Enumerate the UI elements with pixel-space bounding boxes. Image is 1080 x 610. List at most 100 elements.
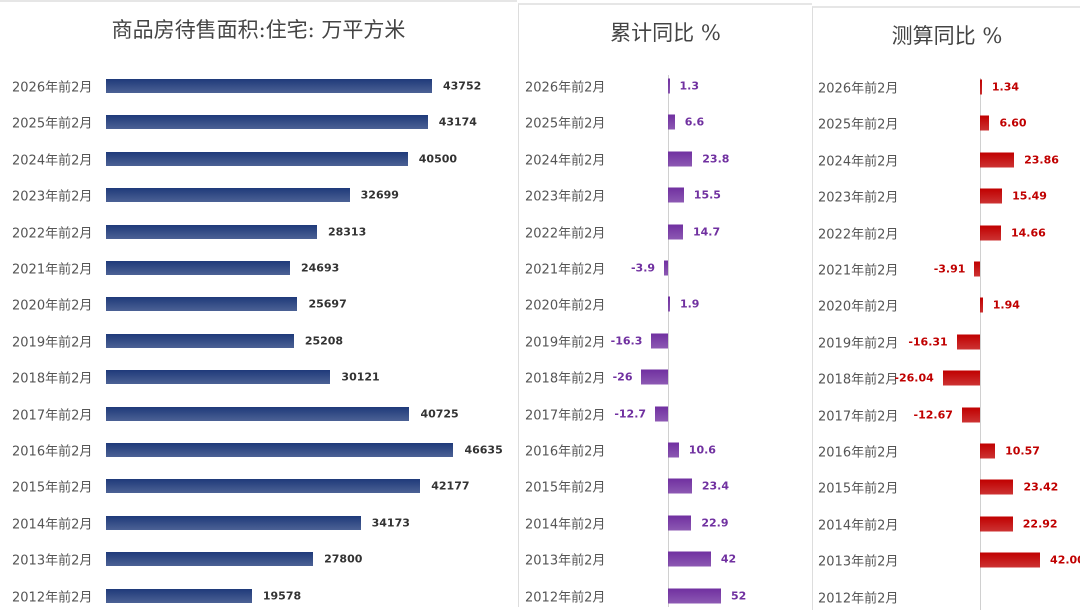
data-label: 40500: [418, 152, 458, 166]
bar: [106, 588, 252, 603]
category-label: 2013年前2月: [525, 553, 606, 569]
bar: [980, 552, 1041, 568]
bar: [651, 333, 668, 349]
data-label: -12.67: [913, 408, 953, 422]
data-label: 10.6: [688, 443, 716, 457]
bar: [106, 333, 294, 348]
bar: [980, 516, 1013, 532]
bar: [106, 151, 408, 166]
bar: [980, 115, 990, 131]
data-label: 14.7: [692, 225, 721, 239]
category-label: 2017年前2月: [818, 409, 899, 425]
category-label: 2014年前2月: [525, 517, 606, 533]
data-label: 40725: [420, 407, 459, 421]
bar: [106, 479, 421, 494]
data-label: 22.92: [1022, 517, 1058, 531]
category-label: 2012年前2月: [818, 591, 899, 607]
bar: [980, 225, 1001, 241]
bar: [668, 78, 670, 94]
bar: [106, 552, 314, 567]
category-label: 2017年前2月: [12, 408, 93, 424]
category-label: 2016年前2月: [12, 444, 93, 460]
data-label: 10.57: [1005, 444, 1040, 458]
category-label: 2013年前2月: [12, 553, 93, 569]
data-label: 32699: [360, 188, 399, 202]
bar: [980, 152, 1015, 168]
data-label: 34173: [371, 516, 410, 530]
category-label: 2022年前2月: [818, 227, 899, 243]
category-label: 2015年前2月: [818, 481, 899, 497]
bar: [664, 260, 668, 276]
chart-title: 累计同比 %: [610, 21, 721, 45]
category-label: 2012年前2月: [12, 590, 93, 606]
data-label: 27800: [324, 552, 363, 566]
category-label: 2018年前2月: [525, 371, 606, 387]
category-label: 2017年前2月: [525, 408, 606, 424]
data-label: -3.91: [933, 262, 966, 276]
category-label: 2025年前2月: [525, 116, 606, 132]
bar: [106, 188, 350, 203]
zero-axis: [980, 78, 981, 610]
category-label: 2016年前2月: [818, 445, 899, 461]
bar: [668, 442, 679, 458]
category-label: 2018年前2月: [818, 372, 899, 388]
category-label: 2024年前2月: [818, 154, 899, 170]
category-label: 2019年前2月: [818, 336, 899, 352]
category-label: 2022年前2月: [12, 226, 93, 242]
chart-panel-inventory: 商品房待售面积:住宅: 万平方米 2026年前2月 43752 2025年前2月 43…: [0, 0, 517, 606]
zero-axis: [668, 75, 669, 607]
data-label: 15.5: [693, 188, 721, 202]
category-label: 2022年前2月: [525, 226, 606, 242]
bar: [668, 515, 692, 531]
data-label: 1.94: [992, 298, 1020, 312]
data-label: 23.4: [701, 479, 729, 493]
bar: [668, 296, 670, 312]
chart-title: 测算同比 %: [891, 24, 1003, 48]
bar: [974, 261, 980, 277]
data-label: 23.86: [1024, 153, 1059, 167]
data-label: 1.34: [991, 80, 1020, 94]
data-label: 23.42: [1023, 480, 1059, 494]
category-label: 2026年前2月: [525, 80, 606, 96]
data-label: 19578: [262, 589, 302, 603]
data-label: -16.31: [908, 335, 948, 349]
data-label: 6.60: [999, 116, 1027, 130]
bar: [668, 114, 675, 130]
category-label: 2023年前2月: [818, 190, 899, 206]
bar: [106, 115, 428, 130]
bar: [668, 187, 684, 203]
bar: [106, 443, 454, 457]
data-label: 28313: [327, 225, 367, 239]
bar: [655, 406, 668, 422]
category-label: 2023年前2月: [525, 189, 606, 205]
data-label: 43174: [438, 115, 477, 129]
bar: [106, 261, 290, 275]
data-label: 46635: [464, 443, 503, 457]
bar: [106, 370, 331, 385]
data-label: 15.49: [1012, 189, 1047, 203]
bar: [106, 297, 298, 312]
bar: [668, 151, 693, 167]
category-label: 2018年前2月: [12, 371, 93, 387]
bar: [106, 406, 410, 421]
bar: [641, 369, 668, 385]
category-label: 2016年前2月: [525, 444, 606, 460]
data-label: -16.3: [610, 334, 643, 348]
data-label: -26: [612, 370, 633, 384]
data-label: 25208: [304, 334, 344, 348]
data-label: 52: [731, 589, 747, 603]
bar: [668, 224, 683, 240]
category-label: 2026年前2月: [12, 80, 93, 96]
bar: [980, 443, 996, 459]
data-label: 42177: [431, 479, 470, 493]
data-label: -26.04: [894, 371, 934, 385]
category-label: 2012年前2月: [525, 590, 606, 606]
bar: [942, 370, 980, 386]
bar: [668, 478, 692, 494]
chart-title: 商品房待售面积:住宅: 万平方米: [111, 18, 406, 42]
category-label: 2013年前2月: [818, 554, 899, 570]
data-label: 1.3: [679, 79, 700, 93]
data-label: 43752: [443, 79, 482, 93]
category-label: 2026年前2月: [818, 81, 899, 97]
category-label: 2021年前2月: [818, 263, 899, 279]
